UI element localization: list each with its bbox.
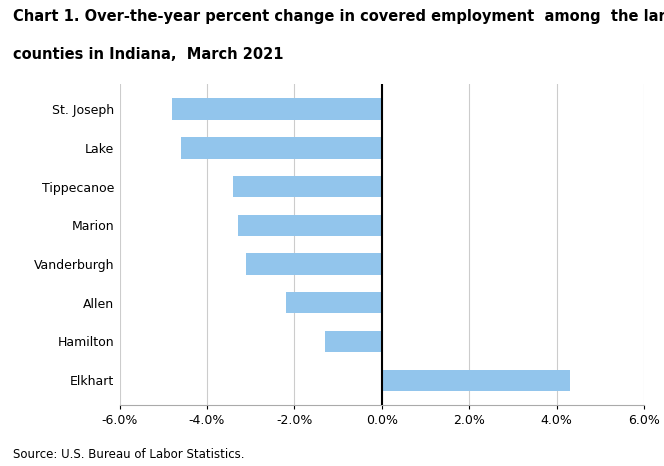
- Bar: [233, 176, 382, 197]
- Bar: [325, 331, 382, 352]
- Text: counties in Indiana,  March 2021: counties in Indiana, March 2021: [13, 47, 284, 62]
- Bar: [238, 215, 382, 236]
- Text: Source: U.S. Bureau of Labor Statistics.: Source: U.S. Bureau of Labor Statistics.: [13, 448, 245, 461]
- Bar: [382, 370, 570, 391]
- Bar: [172, 98, 382, 120]
- Bar: [286, 292, 382, 313]
- Text: Chart 1. Over-the-year percent change in covered employment  among  the largest: Chart 1. Over-the-year percent change in…: [13, 9, 664, 24]
- Bar: [181, 137, 382, 158]
- Bar: [246, 254, 382, 274]
